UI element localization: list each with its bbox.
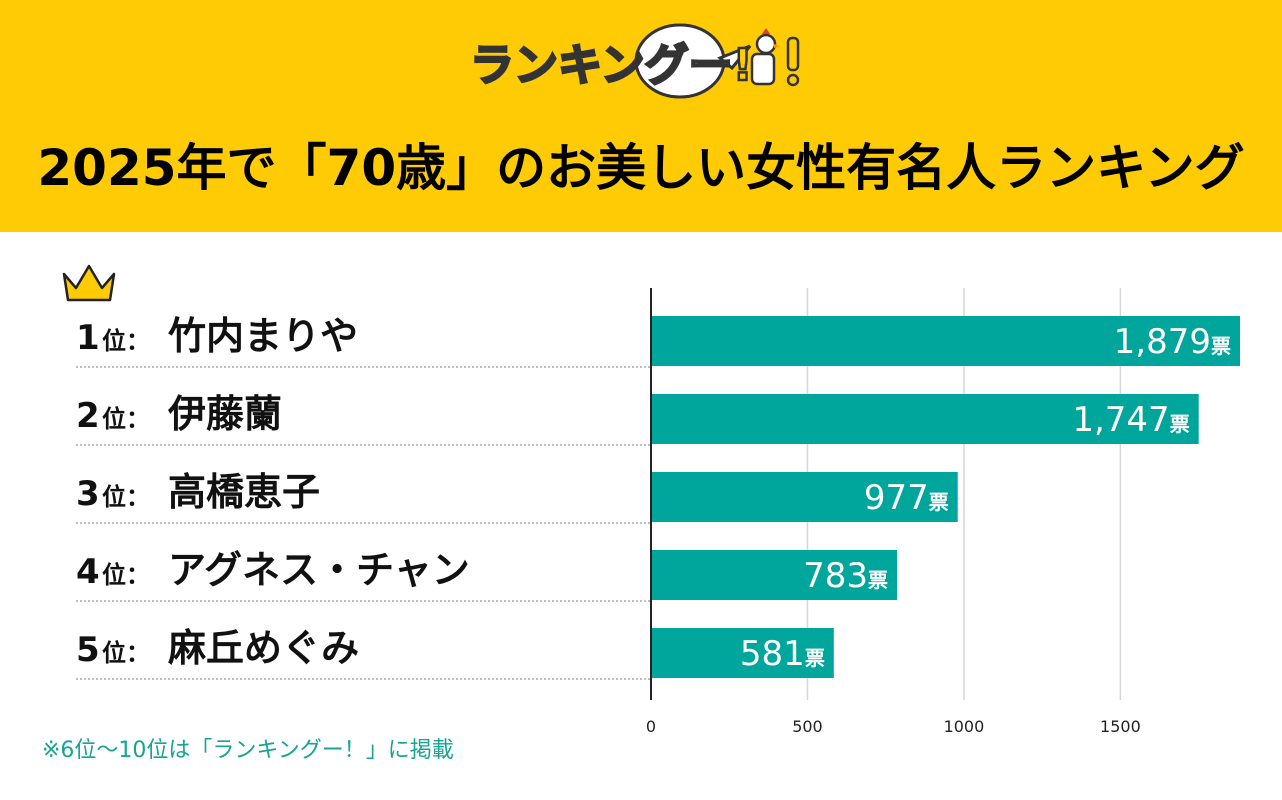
row-divider [76, 678, 650, 680]
x-tick-label: 1500 [1100, 717, 1141, 736]
ranking-row: 5 位： 麻丘めぐみ [76, 620, 650, 680]
rank-name: 竹内まりや [168, 314, 359, 358]
bar-unit: 票 [805, 646, 825, 670]
rank-suffix: 位： [102, 327, 150, 355]
bar [652, 316, 1240, 366]
row-divider [76, 522, 650, 524]
rank-number: 4 [76, 552, 100, 592]
bar-unit: 票 [929, 490, 949, 514]
footnote: ※6位〜10位は「ランキングー！」に掲載 [42, 738, 454, 763]
rank-suffix: 位： [102, 483, 150, 511]
logo-text: ランキングー! [470, 40, 753, 91]
x-tick-label: 1000 [944, 717, 985, 736]
bar-value: 581 [740, 634, 805, 674]
ranking-row: 3 位： 高橋恵子 [76, 464, 650, 524]
chicken-thumbs-up-icon [750, 28, 800, 87]
bar-value-label: 1,747票 [1072, 400, 1189, 440]
bar-value-label: 1,879票 [1114, 322, 1231, 362]
rank-suffix: 位： [102, 561, 150, 589]
bar-value: 783 [803, 556, 868, 596]
x-tick-label: 500 [792, 717, 823, 736]
rank-number: 5 [76, 630, 100, 670]
bar-value-label: 977票 [864, 478, 949, 518]
row-divider [76, 366, 650, 368]
x-tick-label: 0 [646, 717, 656, 736]
bar [652, 394, 1199, 444]
crown-icon [62, 264, 116, 302]
ranking-row: 1 位： 竹内まりや [76, 308, 650, 368]
rank-suffix: 位： [102, 639, 150, 667]
bar-unit: 票 [1170, 412, 1190, 436]
bar-unit: 票 [868, 568, 888, 592]
ranking-goo-logo: ランキングー! [470, 23, 800, 99]
header-banner: ランキングー! 2025年で「70歳」のお美しい女性有名人ランキング [0, 0, 1282, 232]
page-title: 2025年で「70歳」のお美しい女性有名人ランキング [37, 139, 1245, 197]
rank-name: 麻丘めぐみ [168, 626, 360, 670]
rank-number: 2 [76, 396, 100, 436]
bar [652, 628, 834, 678]
rank-number: 1 [76, 318, 100, 358]
ranking-row: 4 位： アグネス・チャン [76, 542, 650, 602]
bar [652, 472, 958, 522]
rank-number: 3 [76, 474, 100, 514]
rank-name: アグネス・チャン [168, 548, 470, 592]
row-divider [76, 600, 650, 602]
bar-value-label: 581票 [740, 634, 825, 674]
bar-value: 977 [864, 478, 929, 518]
rank-name: 伊藤蘭 [168, 392, 283, 436]
row-divider [76, 444, 650, 446]
bar-value-label: 783票 [803, 556, 888, 596]
bar [652, 550, 898, 600]
bar-value: 1,879 [1114, 322, 1211, 362]
bar-value: 1,747 [1072, 400, 1169, 440]
rank-name: 高橋恵子 [168, 470, 321, 514]
bar-unit: 票 [1211, 334, 1231, 358]
rank-suffix: 位： [102, 405, 150, 433]
ranking-row: 2 位： 伊藤蘭 [76, 386, 650, 446]
